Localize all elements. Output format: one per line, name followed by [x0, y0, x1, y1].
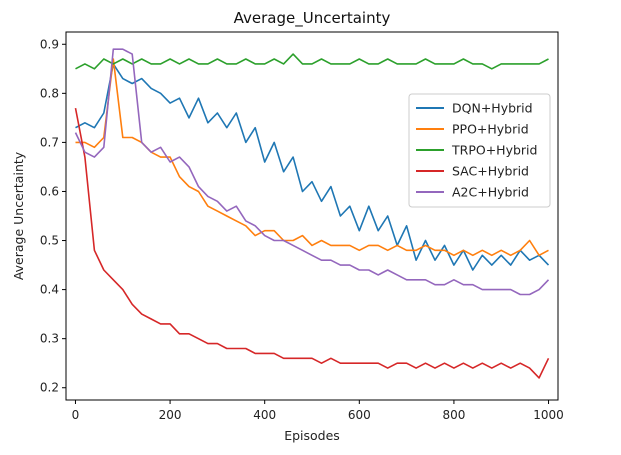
legend-box	[408, 93, 551, 208]
y-tick-label: 0.5	[40, 234, 59, 248]
y-tick-label: 0.7	[40, 135, 59, 149]
x-axis: 0 200 400 600 800 1000	[72, 400, 564, 422]
y-tick-label: 0.9	[40, 37, 59, 51]
y-axis-label: Average Uncertainty	[11, 151, 26, 280]
plot-lines	[74, 48, 550, 379]
chart-title: Average_Uncertainty	[234, 9, 391, 28]
x-tick-label: 1000	[533, 408, 564, 422]
y-tick-label: 0.2	[40, 381, 59, 395]
y-axis: 0.2 0.3 0.4 0.5 0.6 0.7 0.8 0.9	[40, 37, 66, 395]
series-line-dqn-hybrid	[75, 63, 550, 271]
legend-label: SAC+Hybrid	[452, 164, 529, 179]
y-tick-label: 0.6	[40, 184, 59, 198]
legend-label: DQN+Hybrid	[452, 101, 533, 116]
legend-label: A2C+Hybrid	[452, 185, 529, 200]
x-tick-label: 400	[253, 408, 276, 422]
x-tick-label: 800	[442, 408, 465, 422]
legend: DQN+Hybrid PPO+Hybrid TRPO+Hybrid SAC+Hybri…	[408, 93, 551, 208]
legend-label: PPO+Hybrid	[452, 122, 529, 137]
x-tick-label: 200	[159, 408, 182, 422]
x-axis-label: Episodes	[284, 428, 340, 443]
x-tick-label: 600	[348, 408, 371, 422]
axes-frame	[65, 31, 559, 401]
y-tick-label: 0.3	[40, 332, 59, 346]
legend-label: TRPO+Hybrid	[451, 143, 537, 158]
y-tick-label: 0.4	[40, 283, 59, 297]
series-line-ppo-hybrid	[75, 58, 549, 257]
series-line-trpo-hybrid	[75, 53, 549, 70]
series-line-a2c-hybrid	[74, 48, 550, 296]
y-tick-label: 0.8	[40, 86, 59, 100]
series-line-sac-hybrid	[74, 107, 550, 379]
x-tick-label: 0	[72, 408, 80, 422]
